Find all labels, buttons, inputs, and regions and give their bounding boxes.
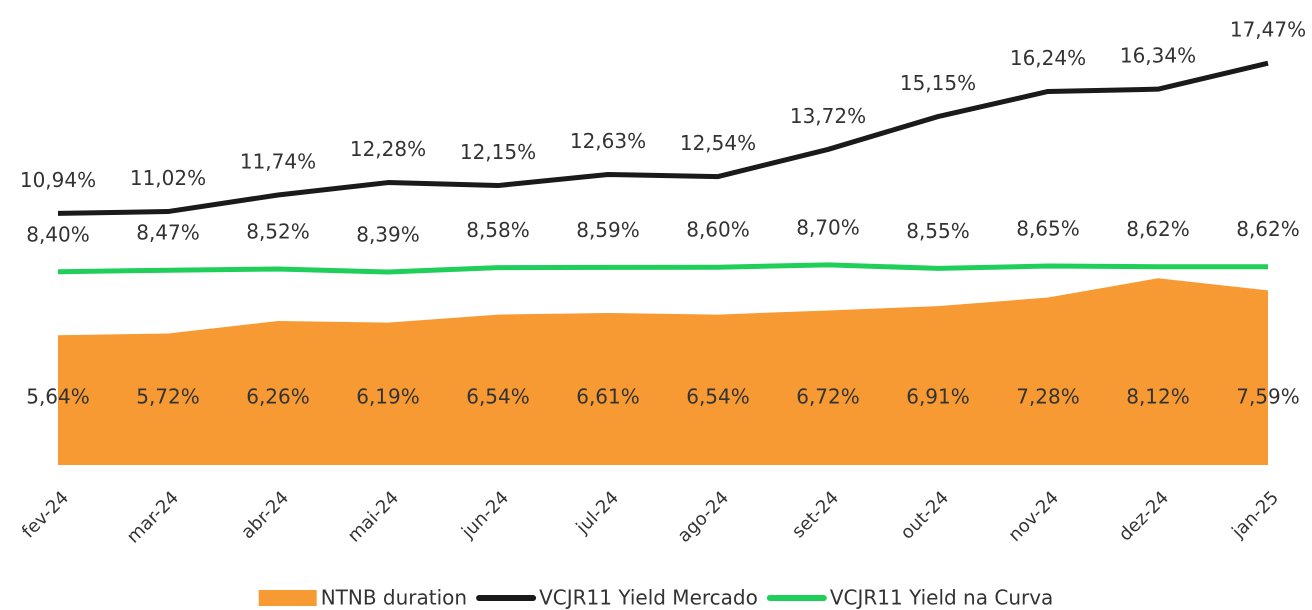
data-label: 16,34%: [1120, 44, 1196, 68]
data-label: 8,58%: [466, 218, 530, 242]
data-label: 7,28%: [1016, 385, 1080, 409]
data-label: 13,72%: [790, 104, 866, 128]
legend-swatch: [258, 590, 317, 606]
data-label: 6,54%: [686, 385, 750, 409]
x-tick-label: ago-24: [674, 487, 734, 547]
data-label: 12,28%: [350, 137, 426, 161]
data-label: 8,59%: [576, 218, 640, 242]
data-label: 8,55%: [906, 219, 970, 243]
legend-label: NTNB duration: [321, 586, 467, 610]
data-label: 6,91%: [906, 385, 970, 409]
x-tick-label: jul-24: [572, 487, 623, 538]
area: [58, 278, 1268, 465]
data-label: 8,52%: [246, 220, 310, 244]
x-tick-label: nov-24: [1004, 487, 1063, 546]
legend: NTNB duration VCJR11 Yield Mercado VCJR11 …: [258, 586, 1053, 610]
x-tick-label: dez-24: [1115, 487, 1173, 545]
data-label: 8,47%: [136, 221, 200, 245]
data-label: 10,94%: [20, 168, 96, 192]
data-label: 6,54%: [466, 385, 530, 409]
line: [57, 262, 1268, 275]
data-label: 11,02%: [130, 166, 206, 190]
data-label: 12,63%: [570, 129, 646, 153]
data-label: 6,72%: [796, 385, 860, 409]
data-label: 16,24%: [1010, 46, 1086, 70]
legend-label: VCJR11 Yield Mercado: [539, 586, 758, 610]
data-label: 8,62%: [1236, 217, 1300, 241]
data-label: 8,12%: [1126, 385, 1190, 409]
data-label: 6,26%: [246, 385, 310, 409]
data-label: 8,60%: [686, 218, 750, 242]
data-label: 15,15%: [900, 71, 976, 95]
data-label: 6,19%: [356, 385, 420, 409]
x-tick-label: mai-24: [344, 487, 403, 546]
data-label: 6,61%: [576, 385, 640, 409]
x-tick-label: out-24: [897, 487, 953, 543]
data-label: 5,72%: [136, 385, 200, 409]
legend-label: VCJR11 Yield na Curva: [830, 586, 1053, 610]
data-label: 8,40%: [26, 222, 90, 246]
data-label: 17,47%: [1230, 18, 1306, 42]
line: [57, 60, 1269, 216]
data-label: 8,70%: [796, 215, 860, 239]
x-tick-label: jun-24: [457, 487, 513, 543]
data-label: 8,65%: [1016, 217, 1080, 241]
data-label: 8,39%: [356, 223, 420, 247]
x-tick-label: fev-24: [18, 487, 73, 542]
x-tick-label: set-24: [788, 487, 843, 542]
x-tick-label: jan-25: [1227, 487, 1283, 543]
data-label: 12,54%: [680, 131, 756, 155]
x-tick-label: mar-24: [123, 487, 183, 547]
data-label: 12,15%: [460, 140, 536, 164]
x-tick-label: abr-24: [237, 487, 293, 543]
data-label: 7,59%: [1236, 385, 1300, 409]
data-label: 5,64%: [26, 385, 90, 409]
data-label: 8,62%: [1126, 217, 1190, 241]
data-label: 11,74%: [240, 149, 316, 173]
